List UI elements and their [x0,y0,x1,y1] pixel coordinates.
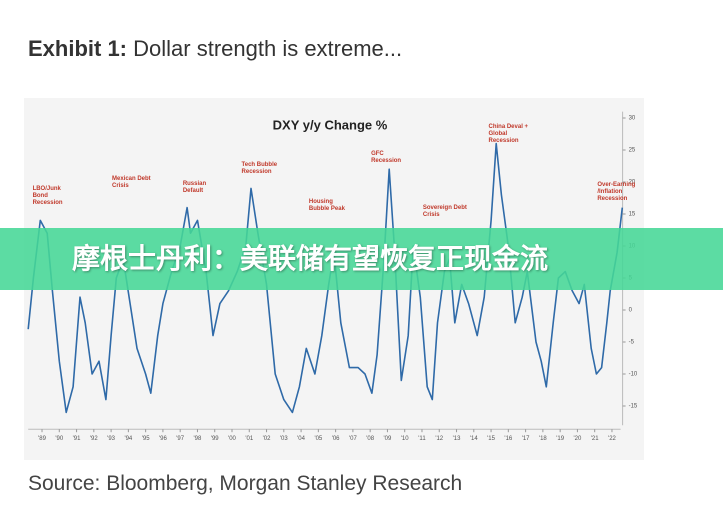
banner: 摩根士丹利：美联储有望恢复正现金流 [0,228,723,290]
x-tick-label: '93 [107,436,115,442]
x-tick-label: '01 [245,436,253,442]
x-tick-label: '03 [280,436,288,442]
x-tick-label: '13 [453,436,461,442]
annotation: Tech Bubble Recession [241,162,278,175]
annotation: GFC Recession [371,151,402,164]
header-label: Exhibit 1: [28,36,128,61]
x-tick-label: '06 [332,436,340,442]
y-tick-label: 20 [629,180,636,186]
x-tick-label: '12 [435,436,443,442]
x-tick-label: '20 [574,436,582,442]
x-tick-label: '21 [591,436,599,442]
x-tick-label: '14 [470,436,478,442]
x-tick-label: '02 [263,436,271,442]
x-tick-label: '89 [38,436,46,442]
x-tick-label: '94 [124,436,132,442]
y-tick-label: -10 [629,372,638,378]
annotation: LBO/Junk Bond Recession [32,186,63,206]
x-tick-label: '97 [176,436,184,442]
y-tick-label: 25 [629,148,636,154]
x-tick-label: '18 [539,436,547,442]
x-tick-label: '91 [73,436,81,442]
x-tick-label: '07 [349,436,357,442]
y-tick-label: -5 [629,340,635,346]
x-tick-label: '19 [556,436,564,442]
annotation: Mexican Debt Crisis [112,176,151,189]
x-tick-label: '92 [90,436,98,442]
annotation: Sovereign Debt Crisis [422,205,467,218]
y-tick-label: -15 [629,404,638,410]
x-tick-label: '08 [366,436,374,442]
x-tick-label: '15 [487,436,495,442]
x-tick-label: '98 [194,436,202,442]
y-tick-label: 15 [629,212,636,218]
x-tick-label: '17 [522,436,530,442]
x-tick-label: '22 [608,436,616,442]
x-tick-label: '16 [504,436,512,442]
annotation: Housing Bubble Peak [308,199,345,212]
x-tick-label: '05 [314,436,322,442]
x-tick-label: '11 [418,436,426,442]
y-tick-label: 0 [629,308,633,314]
x-tick-label: '99 [211,436,219,442]
x-tick-label: '04 [297,436,305,442]
header: Exhibit 1: Dollar strength is extreme... [28,36,402,62]
x-tick-label: '90 [55,436,63,442]
chart-title: DXY y/y Change % [273,117,388,132]
source: Source: Bloomberg, Morgan Stanley Resear… [28,472,463,495]
annotation: Russian Default [182,181,207,194]
annotation: China Deval + Global Recession [488,124,529,144]
x-tick-label: '00 [228,436,236,442]
x-tick-label: '09 [384,436,392,442]
header-title: Dollar strength is extreme... [133,36,403,61]
annotation: Over-Earning /Inflation Recession [597,182,636,202]
x-tick-label: '95 [142,436,150,442]
y-tick-label: 30 [629,116,636,122]
x-tick-label: '96 [159,436,167,442]
x-tick-label: '10 [401,436,409,442]
